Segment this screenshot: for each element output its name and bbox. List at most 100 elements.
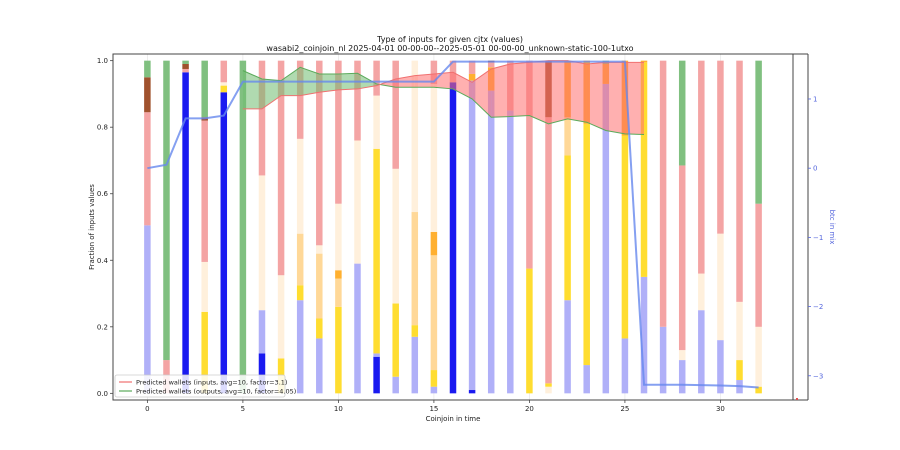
y2-axis-ticks: 1 0 −1 −2 −3	[808, 95, 823, 380]
bar-segment-brown	[144, 77, 151, 113]
chart-title: Type of inputs for given cjtx (values)	[376, 35, 523, 44]
bar-segment-pink	[392, 60, 399, 169]
bar-segment-light-orange	[430, 255, 438, 371]
y2-tick-label: 0	[813, 165, 817, 173]
bar-segment-light-blue	[430, 386, 438, 394]
bar-segment-cream	[411, 60, 419, 213]
bar-segment-light-blue	[717, 340, 724, 394]
bar-segment-pink	[526, 60, 533, 269]
bar-segment-blue	[182, 72, 189, 394]
bar-segment-light-blue	[373, 353, 380, 357]
bar-segment-light-blue	[258, 310, 266, 354]
bar-segment-cream	[335, 203, 342, 271]
bar-segment-pink	[430, 60, 438, 84]
bar-segment-orange	[335, 270, 342, 279]
bar-segment-yellow	[335, 306, 342, 394]
y-tick-label: 1.0	[97, 57, 108, 65]
bar-segment-pink	[373, 60, 380, 96]
bar-segment-pink	[182, 68, 189, 73]
bar-segment-cream	[392, 168, 399, 304]
bar-segment-orange	[640, 60, 648, 63]
bar-segment-blue	[220, 92, 228, 394]
y-axis-label: Fraction of inputs values	[88, 184, 96, 270]
fill-outputs-above	[261, 78, 282, 109]
bar-segment-brown	[182, 63, 189, 69]
bar-segment-pink	[220, 60, 228, 83]
fill-inputs-above	[529, 60, 549, 124]
bar-segment-light-blue	[487, 90, 495, 394]
fill-outputs-above	[242, 70, 262, 109]
x-axis-ticks: 0 5 10 15 20 25 30	[145, 400, 725, 413]
bar-segment-pink	[316, 60, 323, 246]
bar-segment-light-blue	[392, 376, 399, 394]
y-tick-label: 0.6	[97, 190, 109, 198]
bar-segment-yellow	[526, 268, 533, 394]
bar-segment-yellow	[640, 62, 648, 277]
bar-segment-pink	[717, 60, 724, 234]
x-tick-label: 25	[620, 405, 629, 413]
bar-segment-cream	[220, 82, 228, 86]
y-tick-label: 0.0	[97, 390, 108, 398]
x-tick-label: 15	[429, 405, 438, 413]
fill-inputs-above	[586, 62, 606, 131]
bar-segment-light-blue	[354, 263, 361, 394]
bar-segment-light-orange	[564, 117, 571, 156]
x-tick-label: 0	[145, 405, 149, 413]
bar-segment-pink	[736, 60, 743, 302]
y2-tick-label: −3	[813, 372, 823, 380]
legend-label-outputs: Predicted wallets (outputs, avg=10, fact…	[136, 388, 296, 396]
bar-segment-pink	[277, 60, 285, 276]
bar-segment-pink	[545, 117, 552, 384]
bar-segment-blue	[468, 390, 476, 394]
bar-segment-green	[163, 60, 170, 361]
fill-inputs-above	[453, 72, 473, 99]
fill-inputs-above	[510, 62, 530, 117]
bar-segment-cream	[430, 83, 438, 232]
bar-segment-yellow	[545, 383, 552, 387]
bar-segment-light-blue	[507, 110, 514, 394]
fill-inputs-above	[624, 62, 645, 135]
bar-segment-blue	[449, 82, 457, 394]
bar-segment-pink	[449, 60, 457, 83]
line-btc-in-mix	[147, 60, 759, 389]
fill-inputs-above	[414, 73, 434, 88]
y-tick-label: 0.2	[97, 323, 108, 331]
bar-segment-light-blue	[468, 80, 476, 391]
bar-segment-yellow	[430, 370, 438, 387]
legend-box	[114, 374, 286, 398]
bar-segment-green	[182, 60, 189, 64]
plot-frame	[112, 53, 794, 401]
bar-segment-green	[755, 60, 762, 204]
x-tick-label: 20	[525, 405, 534, 413]
bar-segment-green	[239, 60, 247, 394]
fill-inputs-above	[605, 62, 625, 134]
y2-tick-label: −1	[813, 234, 823, 242]
bar-segment-light-blue	[564, 300, 571, 394]
bar-segment-cream	[717, 233, 724, 341]
bar-segment-cream	[258, 175, 266, 311]
bar-segment-cream	[373, 95, 380, 149]
bar-segment-light-blue	[698, 310, 705, 394]
x-axis-label: Coinjoin in time	[426, 415, 481, 423]
y2-tick-label: 1	[813, 95, 817, 103]
bar-segment-pink	[698, 60, 705, 274]
bar-segment-orange	[430, 231, 438, 256]
bar-segment-pink	[659, 60, 667, 327]
line-outputs-wallets	[242, 66, 645, 136]
bar-segment-cream	[736, 301, 743, 361]
bar-segment-cream	[545, 386, 552, 394]
bar-segment-cream	[678, 350, 686, 361]
bar-segment-cream	[201, 261, 208, 312]
y-tick-label: 0.8	[97, 124, 108, 132]
bar-segment-pink	[678, 165, 686, 351]
bar-segment-light-blue	[640, 276, 648, 394]
legend-label-inputs: Predicted wallets (inputs, avg=10, facto…	[136, 379, 287, 387]
bar-segment-yellow	[755, 386, 762, 394]
y-axis-ticks: 0.0 0.2 0.4 0.6 0.8 1.0	[97, 57, 113, 398]
fill-outputs-above	[319, 73, 339, 93]
bar-segment-light-blue	[621, 338, 629, 394]
chart-subtitle: wasabi2_coinjoin_nl 2025-04-01 00-00-00-…	[266, 44, 633, 53]
bar-segment-light-blue	[659, 326, 667, 394]
bar-segment-cream	[755, 326, 762, 387]
